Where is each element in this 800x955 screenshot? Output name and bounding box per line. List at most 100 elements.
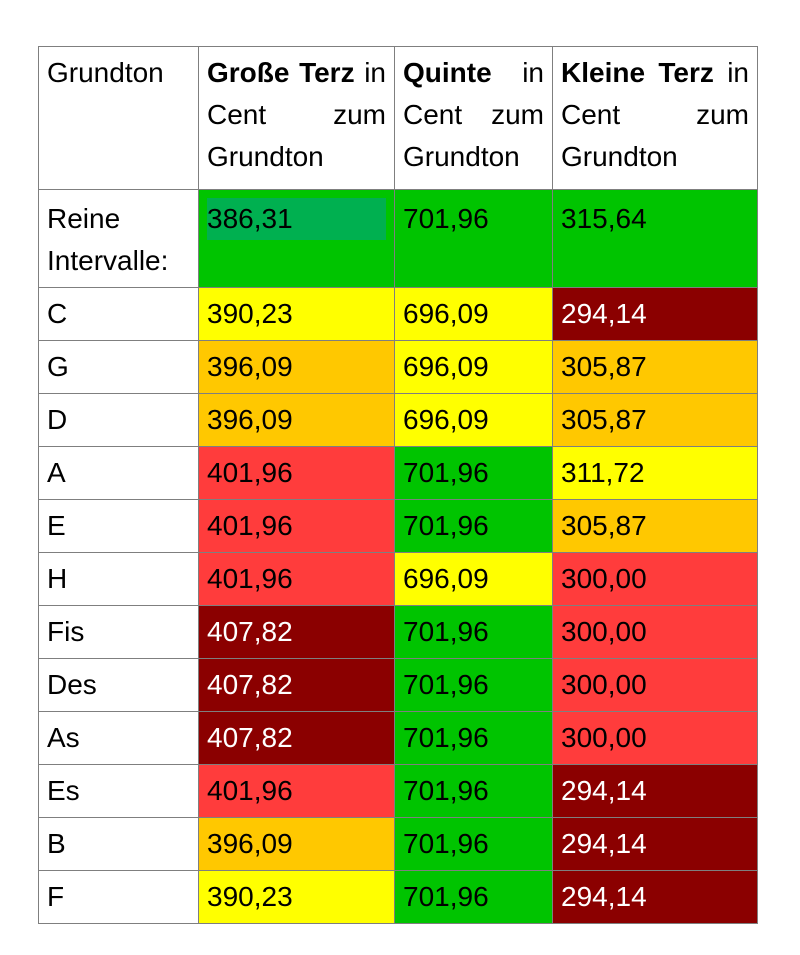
quinte-cell-value: 696,09 — [403, 404, 489, 435]
header-quinte-rest: in Cent zum Grundton — [403, 57, 544, 172]
grosse-terz-cell: 396,09 — [198, 340, 395, 394]
row-label-cell: G — [38, 340, 199, 394]
header-grundton-label: Grundton — [47, 57, 164, 88]
kleine-terz-cell: 305,87 — [552, 340, 758, 394]
grosse-terz-cell-value: 396,09 — [207, 828, 293, 859]
table-row: H 401,96 696,09 300,00 — [38, 552, 758, 606]
quinte-cell: 701,96 — [394, 605, 553, 659]
row-label-cell-value: Reine Intervalle: — [47, 203, 169, 276]
row-label-cell: D — [38, 393, 199, 447]
kleine-terz-cell-value: 300,00 — [561, 669, 647, 700]
row-label-cell-value: As — [47, 722, 80, 753]
row-label-cell-value: G — [47, 351, 69, 382]
kleine-terz-cell: 300,00 — [552, 658, 758, 712]
row-label-cell: E — [38, 499, 199, 553]
kleine-terz-cell-value: 315,64 — [561, 203, 647, 234]
quinte-cell: 696,09 — [394, 340, 553, 394]
header-grosse-terz: Große Terz in Cent zum Grundton — [198, 46, 395, 190]
table-row: Des 407,82 701,96 300,00 — [38, 658, 758, 712]
header-kleine-terz: Kleine Terz in Cent zum Grundton — [552, 46, 758, 190]
table-row: E 401,96 701,96 305,87 — [38, 499, 758, 553]
header-grosse-terz-bold: Große Terz — [207, 57, 355, 88]
table-row: Fis 407,82 701,96 300,00 — [38, 605, 758, 659]
quinte-cell: 701,96 — [394, 658, 553, 712]
quinte-cell-value: 696,09 — [403, 351, 489, 382]
grosse-terz-cell-value: 390,23 — [207, 298, 293, 329]
grosse-terz-cell-value: 401,96 — [207, 775, 293, 806]
quinte-cell-value: 701,96 — [403, 775, 489, 806]
quinte-cell: 701,96 — [394, 764, 553, 818]
header-grundton: Grundton — [38, 46, 199, 190]
kleine-terz-cell: 300,00 — [552, 552, 758, 606]
grosse-terz-cell-value: 401,96 — [207, 510, 293, 541]
quinte-cell: 696,09 — [394, 552, 553, 606]
quinte-cell-value: 696,09 — [403, 563, 489, 594]
quinte-cell: 696,09 — [394, 393, 553, 447]
grosse-terz-cell: 401,96 — [198, 446, 395, 500]
row-label-cell: Reine Intervalle: — [38, 189, 199, 288]
grosse-terz-cell: 401,96 — [198, 499, 395, 553]
kleine-terz-cell: 311,72 — [552, 446, 758, 500]
grosse-terz-cell-value: 390,23 — [207, 881, 293, 912]
row-label-cell-value: B — [47, 828, 66, 859]
grosse-terz-cell-value: 401,96 — [207, 457, 293, 488]
kleine-terz-cell-value: 300,00 — [561, 722, 647, 753]
kleine-terz-cell-value: 294,14 — [561, 828, 647, 859]
kleine-terz-cell: 300,00 — [552, 711, 758, 765]
row-label-cell-value: Fis — [47, 616, 85, 647]
grosse-terz-cell: 407,82 — [198, 605, 395, 659]
row-label-cell: F — [38, 870, 199, 924]
header-row: Grundton Große Terz in Cent zum Grundton… — [38, 46, 758, 190]
grosse-terz-cell: 390,23 — [198, 870, 395, 924]
kleine-terz-cell-value: 294,14 — [561, 298, 647, 329]
quinte-cell-value: 701,96 — [403, 203, 489, 234]
grosse-terz-cell-value: 401,96 — [207, 563, 293, 594]
kleine-terz-cell-value: 305,87 — [561, 510, 647, 541]
grosse-terz-cell: 401,96 — [198, 764, 395, 818]
grosse-terz-cell-value: 407,82 — [207, 616, 293, 647]
header-grosse-terz-rest: in Cent zum Grundton — [207, 57, 386, 172]
grosse-terz-cell-value: 386,31 — [207, 198, 386, 240]
quinte-cell-value: 701,96 — [403, 722, 489, 753]
row-label-cell: H — [38, 552, 199, 606]
grosse-terz-cell: 390,23 — [198, 287, 395, 341]
header-quinte-bold: Quinte — [403, 57, 492, 88]
quinte-cell: 701,96 — [394, 189, 553, 288]
kleine-terz-cell-value: 300,00 — [561, 563, 647, 594]
kleine-terz-cell: 294,14 — [552, 764, 758, 818]
header-kleine-terz-rest: in Cent zum Grundton — [561, 57, 749, 172]
quinte-cell-value: 701,96 — [403, 457, 489, 488]
row-label-cell-value: D — [47, 404, 68, 435]
row-label-cell-value: C — [47, 298, 68, 329]
row-label-cell: Fis — [38, 605, 199, 659]
kleine-terz-cell: 300,00 — [552, 605, 758, 659]
grosse-terz-cell-value: 396,09 — [207, 404, 293, 435]
quinte-cell: 701,96 — [394, 817, 553, 871]
quinte-cell-value: 701,96 — [403, 510, 489, 541]
grosse-terz-cell: 401,96 — [198, 552, 395, 606]
table-row: D 396,09 696,09 305,87 — [38, 393, 758, 447]
quinte-cell-value: 701,96 — [403, 828, 489, 859]
quinte-cell-value: 701,96 — [403, 616, 489, 647]
interval-table: Grundton Große Terz in Cent zum Grundton… — [38, 46, 758, 924]
row-label-cell: A — [38, 446, 199, 500]
row-label-cell-value: H — [47, 563, 68, 594]
quinte-cell-value: 701,96 — [403, 881, 489, 912]
header-kleine-terz-bold: Kleine Terz — [561, 57, 714, 88]
kleine-terz-cell-value: 305,87 — [561, 404, 647, 435]
grosse-terz-cell-value: 407,82 — [207, 722, 293, 753]
header-quinte: Quinte in Cent zum Grundton — [394, 46, 553, 190]
quinte-cell: 696,09 — [394, 287, 553, 341]
row-label-cell: B — [38, 817, 199, 871]
kleine-terz-cell-value: 305,87 — [561, 351, 647, 382]
grosse-terz-cell-value: 407,82 — [207, 669, 293, 700]
table-row: F 390,23 701,96 294,14 — [38, 870, 758, 924]
row-label-cell-value: F — [47, 881, 65, 912]
kleine-terz-cell-value: 300,00 — [561, 616, 647, 647]
quinte-cell: 701,96 — [394, 870, 553, 924]
grosse-terz-cell: 386,31 — [198, 189, 395, 288]
table-row: A 401,96 701,96 311,72 — [38, 446, 758, 500]
row-label-cell-value: Es — [47, 775, 80, 806]
kleine-terz-cell-value: 294,14 — [561, 881, 647, 912]
kleine-terz-cell-value: 311,72 — [561, 457, 645, 488]
